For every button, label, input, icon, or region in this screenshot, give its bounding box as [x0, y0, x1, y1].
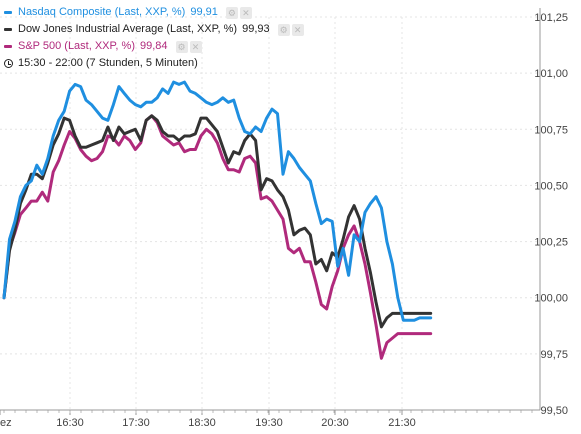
close-icon[interactable]: ✕ — [189, 40, 202, 53]
series-line-nasdaq — [2, 80, 433, 322]
gear-icon[interactable]: ⚙ — [175, 40, 188, 53]
gear-icon[interactable]: ⚙ — [277, 23, 290, 36]
series-line-sp500 — [2, 114, 433, 360]
gear-icon[interactable]: ⚙ — [225, 6, 238, 19]
legend-value: 99,93 — [242, 23, 270, 35]
legend-item-nasdaq[interactable]: Nasdaq Composite (Last, XXP, %) 99,91 ⚙ … — [4, 4, 304, 21]
series-lines — [2, 80, 433, 360]
x-tick-label: 17:30 — [122, 417, 150, 429]
clock-icon — [4, 59, 13, 68]
close-icon[interactable]: ✕ — [239, 6, 252, 19]
x-tick-label: 20:30 — [321, 417, 349, 429]
x-tick-label: ez — [0, 417, 12, 429]
series-line-dow — [2, 114, 433, 329]
legend-swatch — [4, 45, 12, 48]
legend-label: Nasdaq Composite (Last, XXP, %) — [18, 6, 186, 18]
legend-value: 99,91 — [190, 6, 218, 18]
y-tick-label: 99,75 — [540, 349, 568, 361]
legend-item-dow[interactable]: Dow Jones Industrial Average (Last, XXP,… — [4, 21, 304, 38]
y-tick-label: 100,50 — [534, 180, 568, 192]
x-tick-label: 18:30 — [188, 417, 216, 429]
x-tick-label: 19:30 — [255, 417, 283, 429]
legend-label: S&P 500 (Last, XXP, %) — [18, 40, 135, 52]
y-tick-label: 100,00 — [534, 293, 568, 305]
x-tick-label: 21:30 — [388, 417, 416, 429]
legend-tools: ⚙ ✕ — [225, 6, 252, 19]
legend-label: Dow Jones Industrial Average (Last, XXP,… — [18, 23, 238, 35]
y-tick-label: 101,25 — [534, 12, 568, 24]
legend: Nasdaq Composite (Last, XXP, %) 99,91 ⚙ … — [4, 4, 304, 72]
legend-value: 99,84 — [140, 40, 168, 52]
grid — [0, 16, 540, 411]
legend-tools: ⚙ ✕ — [277, 23, 304, 36]
timeframe: 15:30 - 22:00 (7 Stunden, 5 Minuten) — [4, 55, 304, 72]
close-icon[interactable]: ✕ — [291, 23, 304, 36]
axes: 101,25 101,00 100,75 100,50 100,25 100,00 99,7… — [0, 8, 568, 429]
legend-tools: ⚙ ✕ — [175, 40, 202, 53]
legend-swatch — [4, 11, 12, 14]
legend-swatch — [4, 28, 12, 31]
y-tick-label: 101,00 — [534, 68, 568, 80]
y-tick-label: 99,50 — [540, 405, 568, 417]
y-tick-label: 100,25 — [534, 237, 568, 249]
y-tick-label: 100,75 — [534, 124, 568, 136]
x-tick-label: 16:30 — [56, 417, 84, 429]
timeframe-label: 15:30 - 22:00 (7 Stunden, 5 Minuten) — [18, 57, 198, 69]
legend-item-sp500[interactable]: S&P 500 (Last, XXP, %) 99,84 ⚙ ✕ — [4, 38, 304, 55]
